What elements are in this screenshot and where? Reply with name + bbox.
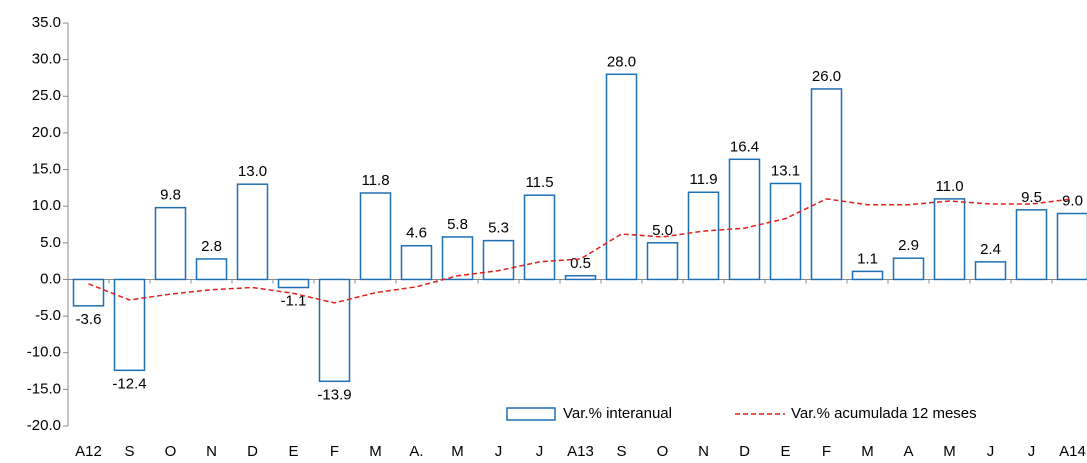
y-tick-label: -10.0 [27, 344, 61, 361]
x-tick-label: M [861, 443, 874, 460]
bar [769, 182, 802, 281]
y-tick-label: 5.0 [40, 234, 61, 251]
data-label: -12.4 [112, 375, 146, 392]
data-label: -1.1 [281, 292, 307, 309]
bar [1056, 212, 1087, 281]
data-label: 11.5 [525, 174, 553, 191]
data-label: 5.3 [488, 220, 509, 237]
data-label: 9.5 [1021, 189, 1042, 206]
data-label: 9.8 [160, 187, 181, 204]
y-tick-label: 30.0 [32, 51, 61, 68]
bar [236, 183, 269, 281]
y-tick-label: 0.0 [40, 270, 61, 287]
data-label: 11.0 [935, 178, 963, 195]
data-label: 5.8 [447, 216, 468, 233]
y-tick-label: -5.0 [35, 307, 61, 324]
x-tick-label: E [288, 443, 298, 460]
y-tick-label: 10.0 [32, 197, 61, 214]
data-label: 26.0 [812, 68, 841, 85]
x-tick-label: A12 [75, 443, 102, 460]
bar [728, 158, 761, 281]
x-tick-label: N [698, 443, 709, 460]
y-tick-label: 35.0 [32, 14, 61, 31]
bar [482, 239, 515, 281]
x-tick-label: M [369, 443, 382, 460]
data-label: 13.1 [771, 162, 800, 179]
legend-label: Var.% acumulada 12 meses [791, 405, 977, 422]
bar [72, 278, 105, 307]
x-tick-label: O [165, 443, 177, 460]
bar [564, 275, 597, 281]
data-label: 2.8 [201, 238, 222, 255]
y-tick-label: 20.0 [32, 124, 61, 141]
x-tick-label: J [536, 443, 544, 460]
x-tick-label: A [903, 443, 913, 460]
data-label: 1.1 [857, 250, 878, 267]
x-tick-label: N [206, 443, 217, 460]
data-label: 4.6 [406, 225, 427, 242]
y-tick-label: 15.0 [32, 161, 61, 178]
x-tick-label: S [124, 443, 134, 460]
data-label: 9.0 [1062, 192, 1083, 209]
legend-label: Var.% interanual [563, 405, 672, 422]
bar [318, 278, 351, 383]
x-tick-label: O [657, 443, 669, 460]
data-label: -3.6 [76, 311, 102, 328]
x-tick-label: D [247, 443, 258, 460]
x-tick-label: A. [409, 443, 423, 460]
x-tick-label: J [987, 443, 995, 460]
data-label: 11.9 [689, 171, 717, 188]
legend-swatch [506, 407, 556, 421]
bar [687, 191, 720, 281]
bar [810, 88, 843, 281]
bar [441, 236, 474, 281]
data-label: 2.4 [980, 241, 1001, 258]
bar [892, 257, 925, 281]
data-label: 11.8 [361, 172, 389, 189]
y-tick-label: -20.0 [27, 417, 61, 434]
x-tick-label: M [943, 443, 956, 460]
x-tick-label: J [495, 443, 503, 460]
bar [400, 244, 433, 281]
bar [1015, 209, 1048, 281]
y-tick-label: 25.0 [32, 87, 61, 104]
x-tick-label: S [616, 443, 626, 460]
bar [523, 194, 556, 281]
data-label: 28.0 [607, 53, 636, 70]
x-tick-label: D [739, 443, 750, 460]
y-tick-label: -15.0 [27, 380, 61, 397]
x-tick-label: E [780, 443, 790, 460]
bar [359, 192, 392, 281]
x-tick-label: A13 [567, 443, 594, 460]
bar [646, 242, 679, 281]
bar [277, 278, 310, 289]
bar [195, 258, 228, 281]
data-label: 2.9 [898, 237, 919, 254]
x-tick-label: F [822, 443, 831, 460]
x-tick-label: F [330, 443, 339, 460]
bar [605, 73, 638, 281]
bar [851, 270, 884, 281]
bar [154, 206, 187, 281]
bar [933, 198, 966, 281]
x-tick-label: J [1028, 443, 1036, 460]
x-tick-label: M [451, 443, 464, 460]
data-label: -13.9 [317, 386, 351, 403]
bar [113, 278, 146, 372]
bar [974, 261, 1007, 281]
data-label: 13.0 [238, 163, 267, 180]
data-label: 0.5 [570, 255, 591, 272]
data-label: 16.4 [730, 138, 759, 155]
x-tick-label: A14 [1059, 443, 1086, 460]
line [88, 198, 1073, 304]
data-label: 5.0 [652, 222, 673, 239]
